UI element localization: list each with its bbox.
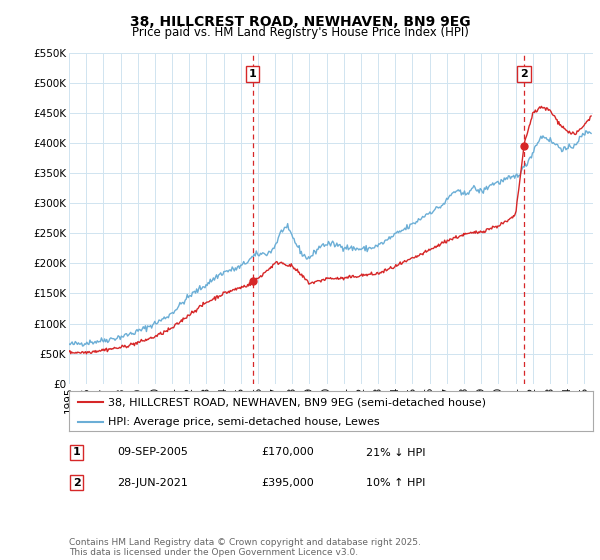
- Text: 38, HILLCREST ROAD, NEWHAVEN, BN9 9EG: 38, HILLCREST ROAD, NEWHAVEN, BN9 9EG: [130, 15, 470, 29]
- Text: 10% ↑ HPI: 10% ↑ HPI: [366, 478, 425, 488]
- Text: £170,000: £170,000: [261, 447, 314, 458]
- Text: Price paid vs. HM Land Registry's House Price Index (HPI): Price paid vs. HM Land Registry's House …: [131, 26, 469, 39]
- Text: Contains HM Land Registry data © Crown copyright and database right 2025.
This d: Contains HM Land Registry data © Crown c…: [69, 538, 421, 557]
- Text: 1: 1: [73, 447, 80, 458]
- Text: £395,000: £395,000: [261, 478, 314, 488]
- Text: 1: 1: [249, 69, 256, 79]
- Text: 2: 2: [520, 69, 528, 79]
- Text: 38, HILLCREST ROAD, NEWHAVEN, BN9 9EG (semi-detached house): 38, HILLCREST ROAD, NEWHAVEN, BN9 9EG (s…: [108, 397, 486, 407]
- Text: 09-SEP-2005: 09-SEP-2005: [117, 447, 188, 458]
- Text: 21% ↓ HPI: 21% ↓ HPI: [366, 447, 425, 458]
- Text: HPI: Average price, semi-detached house, Lewes: HPI: Average price, semi-detached house,…: [108, 417, 380, 427]
- Text: 2: 2: [73, 478, 80, 488]
- Text: 28-JUN-2021: 28-JUN-2021: [117, 478, 188, 488]
